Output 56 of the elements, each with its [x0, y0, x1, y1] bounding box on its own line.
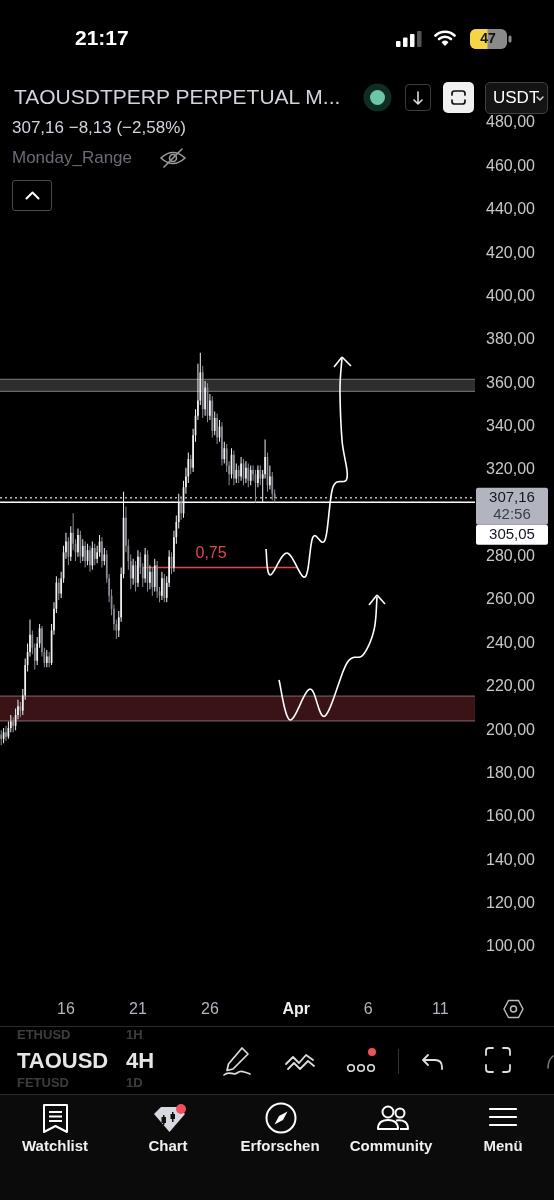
x-tick-label: 16 [57, 1000, 75, 1018]
candlestick [5, 725, 7, 741]
candlestick [204, 381, 206, 416]
y-tick-label: 240,00 [486, 633, 536, 651]
x-tick-label: 21 [129, 1000, 147, 1018]
x-tick-label: 6 [363, 1000, 373, 1018]
y-tick-label: 340,00 [486, 416, 536, 434]
candlestick [77, 528, 79, 557]
candlestick [144, 548, 146, 583]
y-tick-label: 160,00 [486, 807, 536, 825]
candlestick [149, 565, 151, 590]
ref-line-label: 307,16 [489, 487, 535, 505]
y-tick-label: 440,00 [486, 200, 536, 218]
text: ETHUSD [17, 1027, 71, 1043]
text: 47 [480, 30, 496, 47]
y-tick-label: 480,00 [486, 113, 536, 131]
annotation: Monday_Range [12, 148, 133, 168]
text: FETUSD [17, 1075, 69, 1091]
y-tick-label: 460,00 [486, 156, 536, 174]
text: 42:56 [493, 504, 531, 522]
y-tick-label: 280,00 [486, 547, 536, 565]
text: Menü [483, 1137, 523, 1155]
text: Watchlist [21, 1137, 89, 1155]
y-tick-label: 380,00 [486, 330, 536, 348]
ref-line-label: 305,05 [489, 524, 535, 542]
text: Community [349, 1137, 433, 1155]
text: 4H [126, 1048, 155, 1074]
y-tick-label: 200,00 [486, 720, 536, 738]
y-tick-label: 120,00 [486, 894, 536, 912]
text: USDT [493, 88, 540, 108]
candlestick [245, 461, 247, 483]
x-tick-label: 11 [431, 1000, 449, 1018]
text: Chart [148, 1137, 188, 1155]
y-tick-label: 360,00 [486, 373, 536, 391]
y-tick-label: 400,00 [486, 286, 536, 304]
text: 21:17 [75, 26, 129, 51]
x-tick-label: Apr [282, 1000, 311, 1018]
text: Erforschen [240, 1137, 320, 1155]
y-tick-label: 220,00 [486, 677, 536, 695]
candlestick [209, 394, 211, 421]
text: 1H [126, 1027, 143, 1043]
chart-title: TAOUSDTPERP PERPETUAL M... [14, 85, 341, 110]
chart-subtitle: 307,16 −8,13 (−2,58%) [12, 118, 186, 138]
y-tick-label: 420,00 [486, 243, 536, 261]
text: 1D [126, 1075, 143, 1091]
x-tick-label: 26 [201, 1000, 219, 1018]
y-tick-label: 180,00 [486, 763, 536, 781]
candlestick [269, 465, 271, 490]
y-tick-label: 140,00 [486, 850, 536, 868]
text: TAOUSD [17, 1048, 109, 1074]
y-tick-label: 260,00 [486, 590, 536, 608]
y-tick-label: 100,00 [486, 937, 536, 955]
candlestick [156, 561, 158, 598]
candlestick [180, 495, 182, 520]
y-tick-label: 320,00 [486, 460, 536, 478]
annotation: 0,75 [195, 543, 227, 561]
